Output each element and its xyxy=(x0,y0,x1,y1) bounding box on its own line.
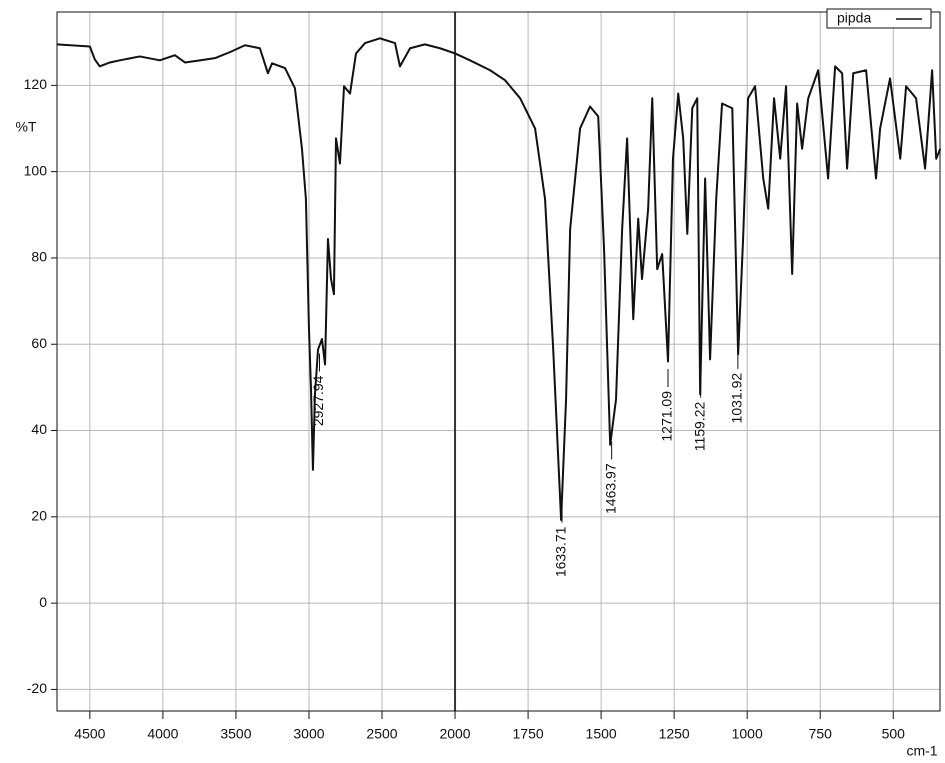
y-axis-label: %T xyxy=(16,119,37,135)
peak-label: 2927.94 xyxy=(310,375,326,426)
spectrum-line xyxy=(56,37,942,521)
y-tick-label: 60 xyxy=(31,335,47,351)
y-tick-label: 40 xyxy=(31,421,47,437)
legend-label: pipda xyxy=(837,10,871,26)
x-tick-label: 1250 xyxy=(659,726,690,742)
peak-label: 1159.22 xyxy=(691,402,707,452)
x-tick-label: 2000 xyxy=(439,726,470,742)
x-tick-label: 1750 xyxy=(513,726,544,742)
x-tick-label: 4000 xyxy=(147,726,178,742)
x-tick-label: 3500 xyxy=(220,726,251,742)
x-tick-label: 750 xyxy=(809,726,833,742)
x-tick-label: 1000 xyxy=(732,726,763,742)
peak-label: 1633.71 xyxy=(553,526,569,577)
y-tick-label: 20 xyxy=(31,508,47,524)
y-tick-label: 120 xyxy=(24,76,48,92)
peak-label: 1271.09 xyxy=(659,391,675,442)
y-tick-label: -20 xyxy=(27,680,47,696)
x-tick-label: 3000 xyxy=(293,726,324,742)
x-tick-label: 2500 xyxy=(366,726,397,742)
y-tick-label: 100 xyxy=(24,162,48,178)
legend-box xyxy=(826,8,932,29)
peak-label: 1031.92 xyxy=(729,373,745,424)
x-axis-label: cm-1 xyxy=(906,743,937,759)
x-tick-label: 4500 xyxy=(74,726,105,742)
y-tick-label: 80 xyxy=(31,249,47,265)
y-tick-label: 0 xyxy=(39,594,47,610)
x-tick-label: 1500 xyxy=(586,726,617,742)
peak-label: 1463.97 xyxy=(602,463,618,514)
plot-frame xyxy=(56,11,941,712)
x-tick-label: 500 xyxy=(882,726,906,742)
